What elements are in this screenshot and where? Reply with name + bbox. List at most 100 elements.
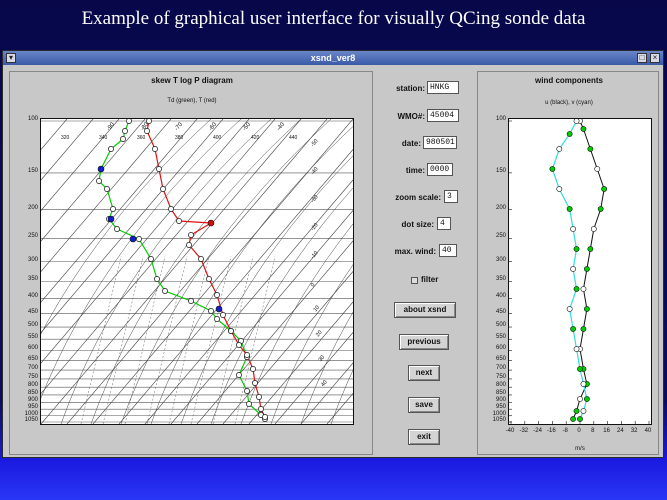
sounding-point: [244, 388, 250, 394]
u-point: [590, 226, 597, 232]
skewt-pressure-label: 750: [27, 373, 38, 380]
v-point: [549, 166, 556, 172]
wind-pressure-label: 150: [495, 167, 506, 174]
skewt-pressure-label: 650: [27, 355, 38, 362]
time-input[interactable]: 0000: [427, 163, 453, 176]
square-icon[interactable]: □: [637, 53, 647, 63]
v-point: [570, 226, 576, 232]
skewt-pressure-label: 1050: [24, 417, 38, 423]
skewt-theta-label: 420: [251, 135, 260, 141]
isotherm-line: [40, 118, 302, 425]
exit-button[interactable]: exit: [408, 429, 440, 445]
adiabat-line: [0, 118, 212, 425]
skewt-top-temp-label: -80: [140, 121, 151, 132]
skewt-right-label: -10: [310, 250, 320, 260]
wind-pressure-label: 650: [495, 355, 506, 362]
sounding-point: [114, 226, 120, 232]
mixing-ratio-line: [80, 256, 122, 425]
next-button[interactable]: next: [408, 365, 440, 381]
previous-button[interactable]: previous: [399, 334, 449, 350]
sounding-point: [188, 232, 194, 238]
sounding-point: [176, 218, 182, 224]
max-wind-label: max. wind:: [394, 247, 436, 256]
date-input[interactable]: 980501: [423, 136, 457, 149]
wind-pressure-label: 300: [495, 256, 506, 263]
skewt-pressure-label: 350: [27, 276, 38, 283]
v-point: [577, 366, 583, 372]
wind-pressure-label: 800: [495, 382, 506, 389]
sounding-point: [244, 352, 250, 358]
skewt-pressure-label: 100: [27, 116, 38, 122]
u-point: [580, 326, 587, 332]
isotherm-line: [0, 118, 94, 229]
v-point: [566, 306, 573, 312]
adiabat-line: [180, 118, 392, 425]
skewt-right-label: -50: [310, 138, 320, 148]
wmo-input[interactable]: 45004: [427, 109, 459, 122]
skewt-pressure-label: 600: [27, 345, 38, 352]
window-titlebar[interactable]: ▾ xsnd_ver8 □ ×: [3, 51, 663, 65]
skewt-pressure-label: 950: [27, 404, 38, 411]
window-title: xsnd_ver8: [310, 53, 356, 63]
filter-checkbox[interactable]: [411, 277, 418, 284]
wind-subtitle: u (black), v (cyan): [545, 100, 593, 106]
v-point: [573, 286, 580, 292]
about-button[interactable]: about xsnd: [394, 302, 456, 318]
skewt-pressure-label: 550: [27, 334, 38, 341]
sounding-point: [258, 406, 264, 412]
station-input[interactable]: HNKG: [427, 81, 459, 94]
skewt-right-label: -40: [310, 166, 320, 176]
flagged-point: [107, 215, 115, 223]
adiabat-line: [90, 118, 302, 425]
mixing-ratio-line: [102, 256, 144, 425]
zoom-input[interactable]: 3: [444, 190, 458, 203]
skewt-pressure-label: 250: [27, 233, 38, 240]
max-wind-input[interactable]: 40: [439, 244, 457, 257]
v-point: [573, 246, 580, 252]
wind-x-label: 24: [617, 428, 624, 434]
skewt-top-temp-label: -60: [208, 121, 219, 132]
u-point: [584, 266, 590, 272]
wind-x-label: 16: [603, 428, 610, 434]
skewt-plot[interactable]: -90 -80 -70 -60 -50 -40 320 340 360 380 400 420 440-…: [0, 118, 640, 425]
wind-plot[interactable]: [508, 118, 652, 425]
sounding-point: [236, 372, 242, 378]
wind-pressure-label: 350: [495, 276, 506, 283]
wind-x-label: -16: [547, 428, 556, 434]
sounding-point: [162, 288, 168, 294]
wind-chart: [509, 118, 650, 424]
sounding-point: [154, 276, 160, 282]
v-point: [556, 186, 563, 192]
save-button[interactable]: save: [408, 397, 440, 413]
mixing-ratio-line: [234, 256, 276, 425]
wind-title: wind components: [535, 76, 603, 85]
v-point: [556, 146, 563, 152]
u-point: [570, 416, 576, 422]
wind-pressure-label: 600: [495, 345, 506, 352]
sounding-point: [144, 128, 150, 134]
wind-pressure-label: 200: [495, 204, 506, 211]
wind-pressure-label: 1050: [492, 417, 506, 423]
filter-label: filter: [421, 275, 439, 284]
x-icon[interactable]: ×: [650, 53, 660, 63]
dot-size-input[interactable]: 4: [437, 217, 451, 230]
skewt-theta-label: 400: [213, 135, 222, 141]
sounding-point: [168, 206, 174, 212]
date-label: date:: [401, 139, 421, 148]
adiabat-line: [240, 118, 452, 425]
u-point: [584, 306, 590, 312]
skewt-right-label: 0: [310, 282, 317, 288]
sounding-point: [262, 414, 268, 420]
sounding-point: [256, 394, 262, 400]
wind-x-label: -40: [505, 428, 515, 434]
wind-pressure-label: 900: [495, 397, 506, 404]
wind-x-label: -8: [562, 428, 568, 434]
skewt-pressure-label: 300: [27, 256, 38, 263]
skewt-panel: skew T log P diagram Td (green), T (red)…: [0, 71, 640, 455]
flagged-point: [97, 165, 105, 173]
flagged-point: [207, 219, 215, 227]
u-point: [577, 396, 583, 402]
chevron-down-icon[interactable]: ▾: [6, 53, 16, 63]
station-label: station:: [396, 84, 425, 93]
wind-x-unit: m/s: [575, 446, 585, 452]
